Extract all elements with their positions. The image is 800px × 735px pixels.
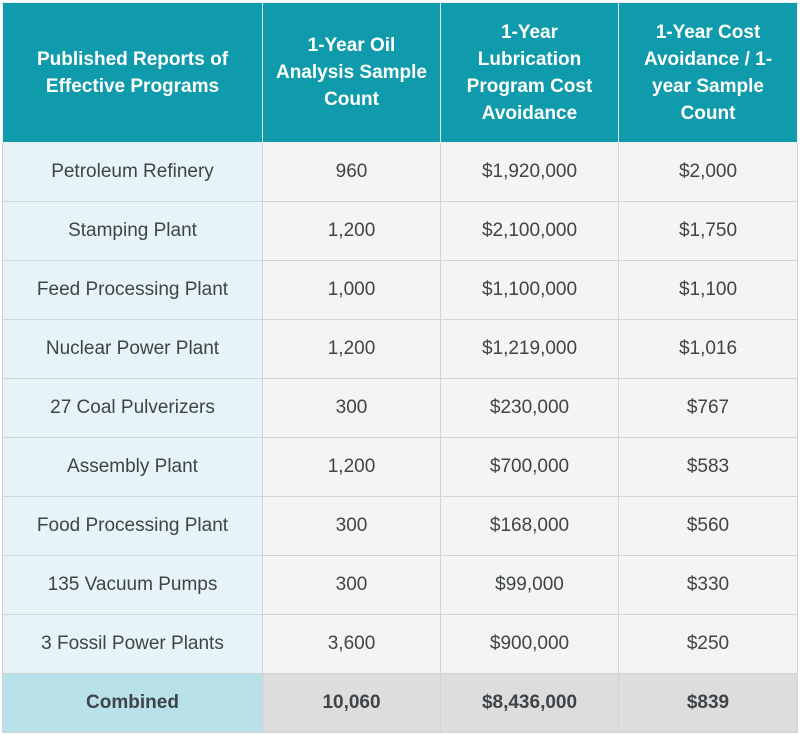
- cost-avoidance: $99,000: [440, 555, 619, 615]
- avoidance-per-sample: $583: [618, 437, 798, 497]
- cost-avoidance: $900,000: [440, 614, 619, 674]
- program-name: Nuclear Power Plant: [2, 319, 263, 379]
- header-avoidance-per-sample: 1-Year Cost Avoidance / 1-year Sample Co…: [618, 2, 798, 143]
- avoidance-per-sample: $330: [618, 555, 798, 615]
- program-name: Petroleum Refinery: [2, 142, 263, 202]
- cost-avoidance: $1,920,000: [440, 142, 619, 202]
- sample-count: 1,200: [262, 437, 441, 497]
- program-name: Feed Processing Plant: [2, 260, 263, 320]
- program-name: Food Processing Plant: [2, 496, 263, 556]
- avoidance-per-sample: $767: [618, 378, 798, 438]
- sample-count: 300: [262, 555, 441, 615]
- table-body: Petroleum Refinery 960 $1,920,000 $2,000…: [2, 142, 798, 733]
- program-name: Assembly Plant: [2, 437, 263, 497]
- program-name: Stamping Plant: [2, 201, 263, 261]
- program-name: 27 Coal Pulverizers: [2, 378, 263, 438]
- cost-avoidance: $230,000: [440, 378, 619, 438]
- table-row: 27 Coal Pulverizers 300 $230,000 $767: [2, 378, 798, 438]
- table-row: 135 Vacuum Pumps 300 $99,000 $330: [2, 555, 798, 615]
- total-sample-count: 10,060: [262, 673, 441, 733]
- avoidance-per-sample: $560: [618, 496, 798, 556]
- table-row: Nuclear Power Plant 1,200 $1,219,000 $1,…: [2, 319, 798, 379]
- total-avoidance-per-sample: $839: [618, 673, 798, 733]
- avoidance-per-sample: $1,016: [618, 319, 798, 379]
- avoidance-per-sample: $2,000: [618, 142, 798, 202]
- total-label: Combined: [2, 673, 263, 733]
- combined-total-row: Combined 10,060 $8,436,000 $839: [2, 673, 798, 733]
- sample-count: 960: [262, 142, 441, 202]
- sample-count: 3,600: [262, 614, 441, 674]
- sample-count: 1,000: [262, 260, 441, 320]
- header-sample-count: 1-Year Oil Analysis Sample Count: [262, 2, 441, 143]
- table-row: Food Processing Plant 300 $168,000 $560: [2, 496, 798, 556]
- avoidance-per-sample: $250: [618, 614, 798, 674]
- sample-count: 300: [262, 378, 441, 438]
- table-row: Stamping Plant 1,200 $2,100,000 $1,750: [2, 201, 798, 261]
- avoidance-per-sample: $1,750: [618, 201, 798, 261]
- cost-avoidance: $1,219,000: [440, 319, 619, 379]
- table-row: Feed Processing Plant 1,000 $1,100,000 $…: [2, 260, 798, 320]
- sample-count: 300: [262, 496, 441, 556]
- table-row: Petroleum Refinery 960 $1,920,000 $2,000: [2, 142, 798, 202]
- header-cost-avoidance: 1-Year Lubrication Program Cost Avoidanc…: [440, 2, 619, 143]
- program-name: 3 Fossil Power Plants: [2, 614, 263, 674]
- sample-count: 1,200: [262, 201, 441, 261]
- header-row: Published Reports of Effective Programs …: [2, 2, 798, 143]
- cost-avoidance: $2,100,000: [440, 201, 619, 261]
- cost-avoidance: $168,000: [440, 496, 619, 556]
- header-published-reports: Published Reports of Effective Programs: [2, 2, 263, 143]
- program-name: 135 Vacuum Pumps: [2, 555, 263, 615]
- table-row: 3 Fossil Power Plants 3,600 $900,000 $25…: [2, 614, 798, 674]
- table-header: Published Reports of Effective Programs …: [2, 2, 798, 143]
- total-cost-avoidance: $8,436,000: [440, 673, 619, 733]
- avoidance-per-sample: $1,100: [618, 260, 798, 320]
- sample-count: 1,200: [262, 319, 441, 379]
- cost-avoidance: $1,100,000: [440, 260, 619, 320]
- cost-avoidance: $700,000: [440, 437, 619, 497]
- table-row: Assembly Plant 1,200 $700,000 $583: [2, 437, 798, 497]
